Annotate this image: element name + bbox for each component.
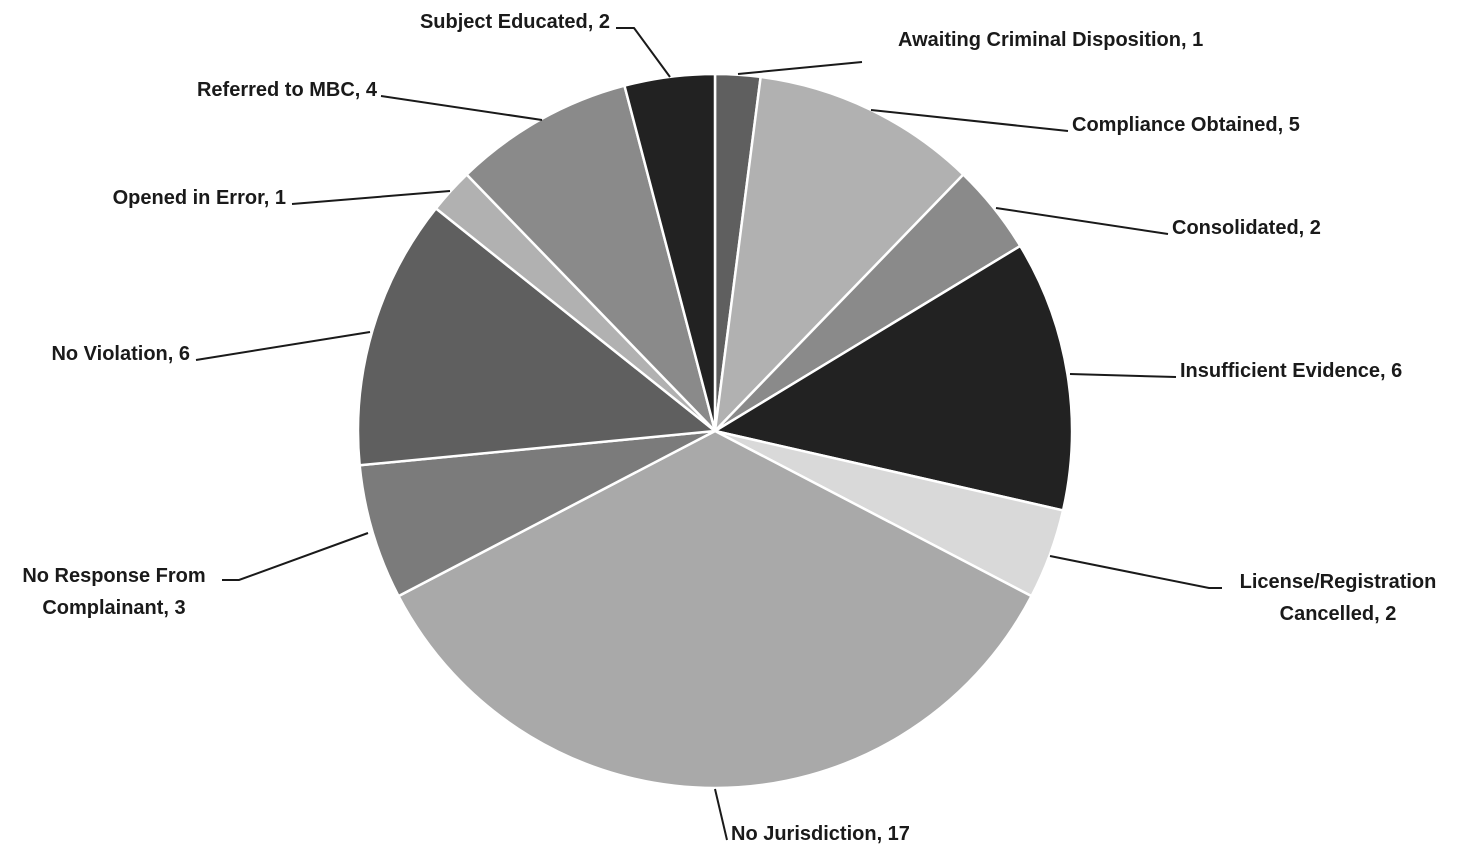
pie-slice-compliance-obtained <box>713 75 965 433</box>
data-label-no-violation: No Violation, 6 <box>51 343 190 365</box>
slices-layer <box>356 72 1074 790</box>
pie-slice-insufficient-evidence <box>713 244 1074 512</box>
leader-line-referred-to-mbc <box>380 95 543 121</box>
leader-line-consolidated <box>995 207 1169 235</box>
leader-line-license-registration-cancelled <box>1049 555 1222 589</box>
data-label-compliance-obtained: Compliance Obtained, 5 <box>1072 114 1300 136</box>
leader-line-compliance-obtained <box>870 109 1069 132</box>
data-label-consolidated: Consolidated, 2 <box>1172 217 1321 239</box>
leader-line-no-response-from-complainant <box>222 532 369 581</box>
data-label-license-registration-cancelled: License/Registration Cancelled, 2 <box>1240 571 1437 625</box>
pie-slice-no-jurisdiction <box>397 429 1033 790</box>
data-label-opened-in-error: Opened in Error, 1 <box>113 187 286 209</box>
data-label-referred-to-mbc: Referred to MBC, 4 <box>197 79 378 101</box>
data-label-no-jurisdiction: No Jurisdiction, 17 <box>731 823 910 845</box>
data-label-awaiting-criminal-disposition: Awaiting Criminal Disposition, 1 <box>898 29 1203 51</box>
data-label-insufficient-evidence: Insufficient Evidence, 6 <box>1180 360 1402 382</box>
pie-slice-no-response-from-complainant <box>358 429 717 598</box>
leader-line-no-violation <box>195 331 371 361</box>
leader-line-opened-in-error <box>291 190 451 205</box>
leader-line-insufficient-evidence <box>1069 373 1177 378</box>
pie-slice-no-violation <box>356 207 717 467</box>
leader-lines-layer <box>195 27 1222 841</box>
leader-line-awaiting-criminal-disposition <box>737 61 863 75</box>
leader-line-no-jurisdiction <box>714 788 728 841</box>
leader-line-subject-educated <box>616 27 671 78</box>
labels-layer: Awaiting Criminal Disposition, 1 Complian… <box>22 11 1436 845</box>
data-label-no-response-from-complainant: No Response From Complainant, 3 <box>22 565 205 619</box>
data-label-subject-educated: Subject Educated, 2 <box>420 11 610 33</box>
